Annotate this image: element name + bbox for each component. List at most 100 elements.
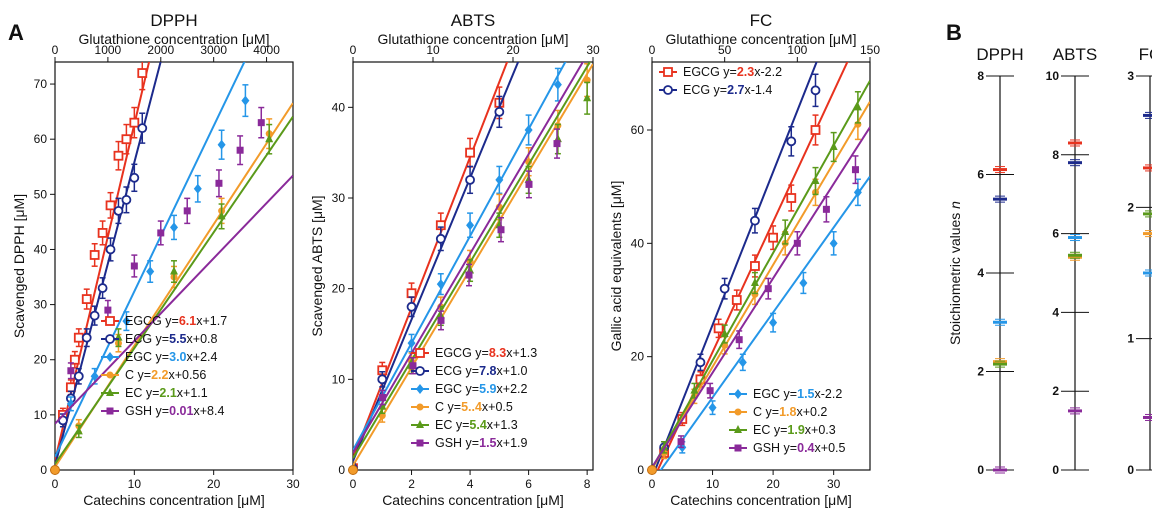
- data-point-ecg: [494, 106, 505, 117]
- x2-tick-label: 0: [649, 43, 656, 57]
- column-tick-label: 10: [1046, 69, 1060, 83]
- data-point-gsh: [822, 205, 830, 213]
- data-point-egc: [193, 183, 202, 194]
- column-tick-label: 2: [1127, 200, 1134, 214]
- legend-entry-gsh: GSH y=0.01x+8.4: [125, 404, 224, 418]
- data-point-ec: [690, 385, 699, 394]
- data-point-ec: [583, 93, 592, 102]
- fit-line-ec: [353, 62, 592, 459]
- plot-area: [353, 62, 593, 470]
- data-point-egcg: [786, 193, 797, 203]
- fit-line-egc: [353, 62, 567, 451]
- data-point-egc: [799, 278, 808, 288]
- data-point-gsh: [525, 180, 533, 188]
- data-point-egcg: [810, 125, 821, 135]
- column-title: DPPH: [976, 45, 1023, 64]
- legend-marker-ec: [416, 420, 424, 428]
- plot-frame: [651, 61, 871, 471]
- legend-marker-c: [106, 371, 114, 379]
- stoich-column-fc: FC 0 1 2 3: [1127, 45, 1152, 477]
- data-point-ecg: [377, 374, 388, 385]
- data-point-egcg: [73, 332, 84, 343]
- data-point-ec: [74, 426, 83, 435]
- y-tick-label: 60: [34, 132, 48, 146]
- legend-marker-gsh: [106, 407, 114, 415]
- y-axis-label: Gallic acid equivalents [μM]: [608, 181, 624, 352]
- column-tick-label: 8: [1052, 148, 1059, 162]
- x-tick-label: 4: [467, 477, 474, 491]
- legend-entry-egc: EGC y=1.5x-2.2: [753, 387, 842, 401]
- column-tick-label: 0: [1127, 463, 1134, 477]
- legend-entry-egcg: EGCG y=2.3x-2.2: [683, 65, 782, 79]
- data-point-ecg: [750, 215, 760, 226]
- data-point-egcg: [69, 354, 80, 365]
- data-point-ec: [829, 142, 838, 150]
- plot-frame: [54, 61, 294, 471]
- x2-tick-label: 0: [350, 43, 357, 57]
- column-tick-label: 1: [1127, 332, 1134, 346]
- x2-tick-label: 50: [718, 43, 732, 57]
- data-point-egcg: [750, 261, 760, 271]
- plot-area: [55, 62, 293, 468]
- x2-tick-label: 3000: [200, 43, 227, 57]
- column-tick-label: 8: [977, 69, 984, 83]
- data-point-egcg: [731, 295, 742, 305]
- data-point-ec: [811, 176, 820, 184]
- data-point-egcg: [81, 294, 92, 304]
- data-point-egc: [829, 238, 838, 249]
- x2-axis-label: Glutathione concentration [μM]: [378, 31, 569, 47]
- data-point-ecg: [113, 205, 124, 216]
- data-point-egc: [146, 266, 155, 277]
- stoich-column-abts: ABTS 0 2 4 6 8 10: [1046, 45, 1098, 477]
- origin-point: [348, 465, 358, 475]
- column-tick-label: 4: [977, 266, 984, 280]
- data-point-ec: [660, 442, 669, 451]
- legend-marker-ec: [734, 425, 742, 433]
- column-tick-label: 6: [977, 168, 984, 182]
- data-point-egc: [853, 187, 862, 198]
- x-tick-label: 0: [649, 477, 656, 491]
- y-tick-label: 30: [332, 191, 346, 205]
- data-point-gsh: [851, 166, 859, 174]
- x2-tick-label: 1000: [95, 43, 122, 57]
- legend-entry-ecg: ECG y=7.8x+1.0: [435, 364, 527, 378]
- fit-line-c: [353, 63, 593, 466]
- x2-tick-label: 100: [787, 43, 807, 57]
- legend-entry-ecg: ECG y=5.5x+0.8: [125, 332, 217, 346]
- data-point-ecg: [129, 172, 140, 183]
- legend-marker-egcg: [663, 67, 673, 77]
- legend-marker-c: [416, 403, 424, 411]
- data-point-egcg: [105, 200, 116, 211]
- x2-tick-label: 20: [506, 43, 520, 57]
- column-tick-label: 6: [1052, 227, 1059, 241]
- data-point-egcg: [89, 250, 100, 260]
- legend-marker-egc: [734, 389, 742, 399]
- y-axis-label: Scavenged ABTS [μM]: [309, 195, 325, 336]
- data-point-ecg: [89, 310, 100, 321]
- data-point-gsh: [677, 438, 685, 446]
- column-tick-label: 2: [1052, 384, 1059, 398]
- legend-marker-gsh: [416, 439, 424, 447]
- data-point-gsh: [437, 316, 445, 324]
- x-tick-label: 30: [286, 477, 300, 491]
- fit-line-egcg: [55, 62, 151, 461]
- panel-letter-a: A: [8, 20, 24, 45]
- data-point-ec: [170, 266, 178, 275]
- chart-panel-b: Stoichiometric values n DPPH 0 2 4 6 8 ABTS 0 2 4 6…: [947, 45, 1152, 477]
- x-tick-label: 20: [766, 477, 780, 491]
- legend-entry-ec: EC y=5.4x+1.3: [435, 418, 518, 432]
- data-point-ecg: [406, 301, 417, 312]
- data-point-egc: [708, 402, 717, 413]
- data-point-ec: [781, 227, 790, 235]
- data-point-ecg: [719, 283, 730, 294]
- fit-line-ecg: [654, 62, 818, 470]
- data-point-egc: [466, 220, 475, 231]
- y-tick-label: 60: [631, 123, 645, 137]
- y-tick-label: 0: [40, 463, 47, 477]
- data-point-egcg: [65, 382, 76, 393]
- legend-entry-c: C y=1.8x+0.2: [753, 405, 827, 419]
- y-tick-label: 40: [34, 242, 48, 256]
- legend-entry-egcg: EGCG y=8.3x+1.3: [435, 346, 537, 360]
